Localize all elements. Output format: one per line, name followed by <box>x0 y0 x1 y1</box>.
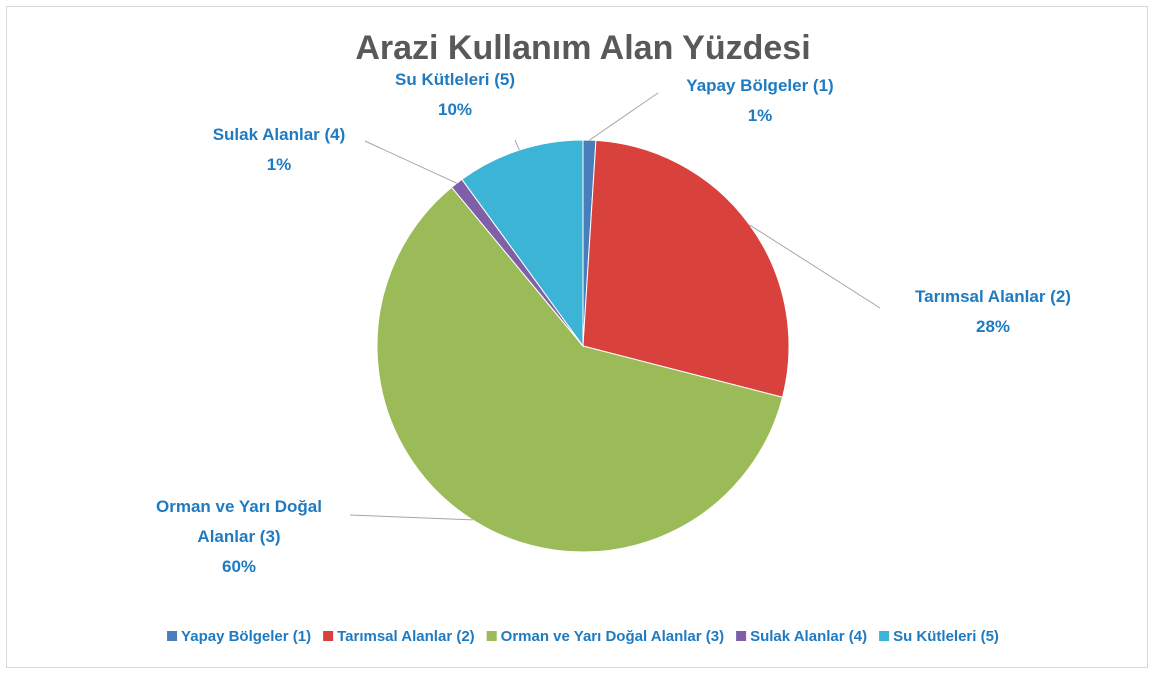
legend-swatch <box>167 631 178 641</box>
slice-value: 60% <box>222 557 256 576</box>
slice-label: Tarımsal Alanlar (2) 28% <box>915 287 1071 336</box>
legend-swatch <box>486 631 497 641</box>
legend-swatch <box>736 631 747 641</box>
legend-swatch <box>879 631 890 641</box>
slice-name: Su Kütleleri (5) <box>395 70 515 89</box>
pie-slice <box>376 186 784 553</box>
slice-value: 10% <box>438 100 472 119</box>
slice-name: Yapay Bölgeler (1) <box>686 76 833 95</box>
legend-label: Yapay Bölgeler (1) <box>181 628 311 645</box>
slice-label: Su Kütleleri (5) 10% <box>395 70 515 119</box>
legend-label: Orman ve Yarı Doğal Alanlar (3) <box>501 628 724 645</box>
slice-label: Yapay Bölgeler (1) 1% <box>686 76 833 125</box>
leader-line <box>589 92 659 141</box>
slice-name: Tarımsal Alanlar (2) <box>915 287 1071 306</box>
legend-swatch <box>323 631 334 641</box>
slice-label: Orman ve Yarı Doğal Alanlar (3) 60% <box>156 497 322 576</box>
slice-value: 28% <box>976 317 1010 336</box>
leader-line <box>349 514 473 521</box>
slice-name: Orman ve Yarı Doğal <box>156 497 322 516</box>
leader-line <box>364 140 457 184</box>
leader-line <box>514 139 520 151</box>
slice-label: Sulak Alanlar (4) 1% <box>213 125 346 174</box>
slice-value: 1% <box>748 106 773 125</box>
pie-slice <box>461 139 584 348</box>
legend-label: Tarımsal Alanlar (2) <box>337 628 475 645</box>
pie-slice <box>582 139 790 398</box>
leader-line <box>749 224 881 309</box>
slice-name: Sulak Alanlar (4) <box>213 125 346 144</box>
slice-name-cont: Alanlar (3) <box>197 527 280 546</box>
chart-title: Arazi Kullanım Alan Yüzdesi <box>355 29 810 67</box>
slice-value: 1% <box>267 155 292 174</box>
legend-label: Su Kütleleri (5) <box>893 628 999 645</box>
legend-label: Sulak Alanlar (4) <box>750 628 867 645</box>
